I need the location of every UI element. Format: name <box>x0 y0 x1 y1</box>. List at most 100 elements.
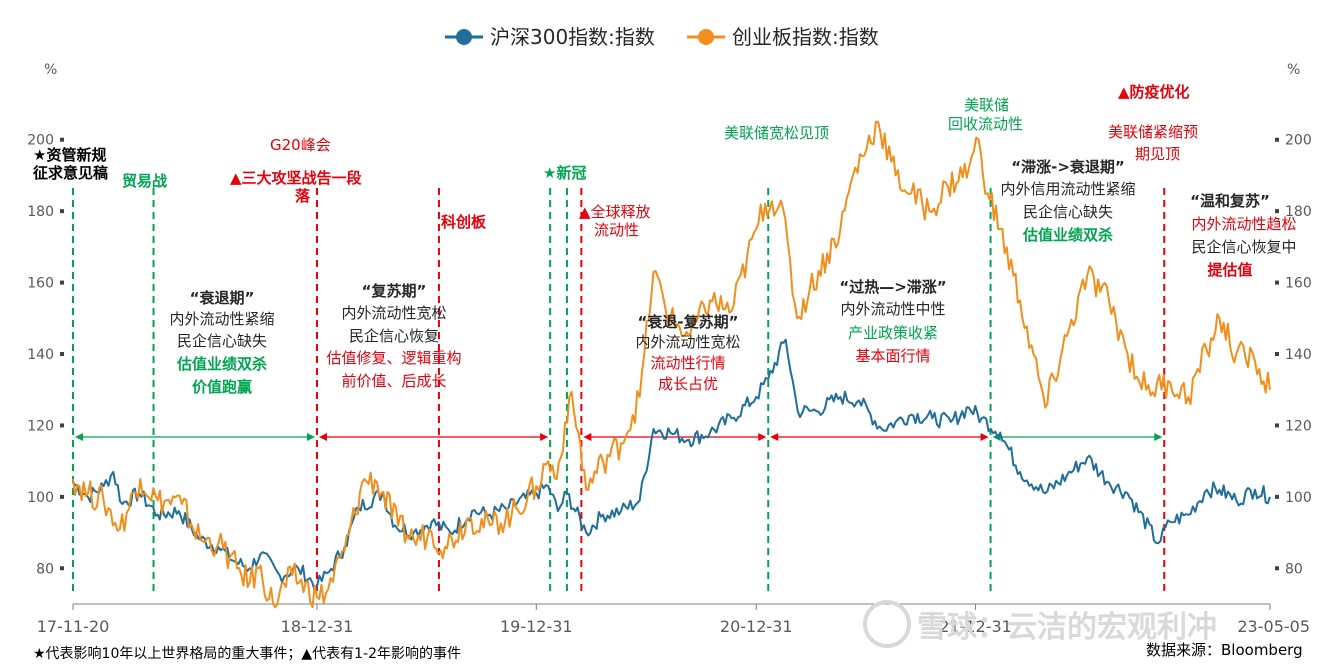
y-tick-left: 120 <box>27 418 54 434</box>
period-arrow-head-right <box>758 433 767 441</box>
period-arrow-head-left <box>75 433 83 441</box>
series-hs300-line <box>72 338 1271 592</box>
y-tick-mark-right <box>1275 352 1279 356</box>
period1-line4: 价值跑赢 <box>192 378 252 396</box>
period5-line3: 估值业绩双杀 <box>1022 226 1113 244</box>
x-axis: 17-11-20 18-12-31 19-12-31 20-12-31 21-12-31… <box>37 604 1310 636</box>
period2-line4: 前价值、后成长 <box>341 372 446 390</box>
annotation-global-liquidity-2: 流动性 <box>594 221 639 239</box>
annotation-zgxg: ★资管新规 <box>33 146 106 164</box>
period1-title: “衰退期” <box>190 289 255 307</box>
period3-title: “衰退-复苏期” <box>638 313 739 331</box>
x-tick-label: 23-05-05 <box>1237 617 1310 636</box>
legend-marker-hs300 <box>456 29 472 45</box>
y-tick-mark-right <box>1275 280 1279 285</box>
period2-line1: 内外流动性宽松 <box>341 304 446 322</box>
annotation-fed-tight: 美联储 <box>964 96 1009 114</box>
period-arrow-head-left <box>318 433 327 441</box>
y-tick-mark-left <box>60 352 64 356</box>
period-arrow-head-right <box>1154 433 1163 441</box>
period5-line1: 内外信用流动性紧缩 <box>1000 180 1135 198</box>
x-tick-label: 21-12-31 <box>939 617 1012 636</box>
y-tick-left: 100 <box>27 490 54 506</box>
legend-label-cyb: 创业板指数:指数 <box>732 25 879 49</box>
period6-line1: 内外流动性趋松 <box>1191 215 1296 233</box>
y-tick-mark-right <box>1275 566 1279 571</box>
footnote: ★代表影响10年以上世界格局的重大事件；▲代表有1-2年影响的事件 <box>33 646 461 662</box>
y-tick-right: 120 <box>1285 418 1312 434</box>
y-tick-right: 140 <box>1285 347 1312 363</box>
period1-line2: 民企信心缺失 <box>177 332 267 350</box>
legend-label-hs300: 沪深300指数:指数 <box>490 25 655 49</box>
period6-line3: 提估值 <box>1207 261 1252 279</box>
y-tick-mark-left <box>60 137 64 142</box>
y-tick-mark-right <box>1275 494 1279 499</box>
annotation-zgxg-2: 征求意见稿 <box>33 164 108 182</box>
watermark-text: 雪球：云洁的宏观利冲 <box>917 610 1217 645</box>
right-axis-unit: % <box>1287 62 1300 78</box>
y-tick-mark-right <box>1275 209 1279 214</box>
x-tick-label: 20-12-31 <box>720 617 793 636</box>
annotation-fed-peak: 美联储紧缩预 <box>1108 123 1198 141</box>
legend: 沪深300指数:指数 创业板指数:指数 <box>445 25 879 49</box>
period-arrow-head-left <box>770 433 779 441</box>
annotation-fed-peak-2: 期见顶 <box>1135 145 1180 163</box>
period-arrow-head-right <box>980 433 989 441</box>
event-annotations: ★资管新规 征求意见稿 贸易战 G20峰会 ▲三大攻坚战告一段 落 科创板 ★新… <box>33 83 1198 239</box>
y-tick-mark-right <box>1275 423 1279 428</box>
annotation-fed-tight-2: 回收流动性 <box>948 115 1023 133</box>
period3-line3: 成长占优 <box>658 375 718 393</box>
y-tick-mark-right <box>1275 137 1279 142</box>
period2-title: “复苏期” <box>362 282 427 300</box>
y-tick-left: 80 <box>36 561 54 577</box>
period6-title: “温和复苏” <box>1190 192 1270 210</box>
y-axis-left: 80 100 120 140 160 180 200 <box>27 133 64 577</box>
y-tick-left: 200 <box>27 133 54 149</box>
y-tick-mark-left <box>60 209 64 214</box>
y-tick-right: 160 <box>1285 276 1312 292</box>
x-tick-label: 17-11-20 <box>37 617 110 636</box>
period5-line2: 民企信心缺失 <box>1023 203 1113 221</box>
y-tick-mark-left <box>60 494 64 499</box>
period4-title: “过热—>滞涨” <box>839 278 946 296</box>
period5-title: “滞涨->衰退期” <box>1011 158 1125 176</box>
y-tick-right: 200 <box>1285 133 1312 149</box>
watermark: 雪球：云洁的宏观利冲 <box>863 600 1217 648</box>
annotation-fed-loose-peak: 美联储宽松见顶 <box>724 124 829 142</box>
y-tick-mark-left <box>60 566 64 571</box>
y-tick-mark-left <box>60 280 64 285</box>
period3-line1: 内外流动性宽松 <box>635 333 740 351</box>
y-tick-right: 100 <box>1285 490 1312 506</box>
data-source: 数据来源：Bloomberg <box>1146 641 1303 659</box>
period1-line1: 内外流动性紧缩 <box>169 310 274 328</box>
y-tick-left: 180 <box>27 204 54 220</box>
annotation-covid: ★新冠 <box>543 164 586 182</box>
period3-line2: 流动性行情 <box>650 354 725 372</box>
annotation-g20: G20峰会 <box>270 136 331 154</box>
annotation-trade-war: 贸易战 <box>122 172 167 190</box>
annotation-three-battles-2: 落 <box>295 187 311 205</box>
y-axis-right: 80 100 120 140 160 180 200 <box>1275 133 1312 577</box>
period-arrow-head-right <box>540 433 549 441</box>
y-tick-right: 180 <box>1285 204 1312 220</box>
period6-line2: 民企信心恢复中 <box>1191 238 1296 256</box>
y-tick-mark-left <box>60 423 64 428</box>
y-tick-left: 140 <box>27 347 54 363</box>
annotation-global-liquidity: ▲全球释放 <box>579 203 651 221</box>
x-tick-label: 19-12-31 <box>500 617 573 636</box>
watermark-logo-icon <box>863 600 911 648</box>
period4-line1: 内外流动性中性 <box>840 300 945 318</box>
period4-line3: 基本面行情 <box>855 347 930 365</box>
annotation-star-market: 科创板 <box>441 213 487 231</box>
period-annotations: “衰退期” 内外流动性紧缩 民企信心缺失 估值业绩双杀 价值跑赢 “复苏期” 内… <box>169 158 1296 396</box>
annotation-epidemic-optimization: ▲防疫优化 <box>1118 83 1190 101</box>
series-lines <box>72 120 1271 609</box>
series-cyb-line <box>72 120 1271 609</box>
period-arrow-head-left <box>583 433 592 441</box>
period1-line3: 估值业绩双杀 <box>176 355 267 373</box>
y-tick-right: 80 <box>1285 561 1303 577</box>
x-tick-label: 18-12-31 <box>281 617 354 636</box>
period2-line3: 估值修复、逻辑重构 <box>326 349 461 367</box>
y-tick-left: 160 <box>27 276 54 292</box>
